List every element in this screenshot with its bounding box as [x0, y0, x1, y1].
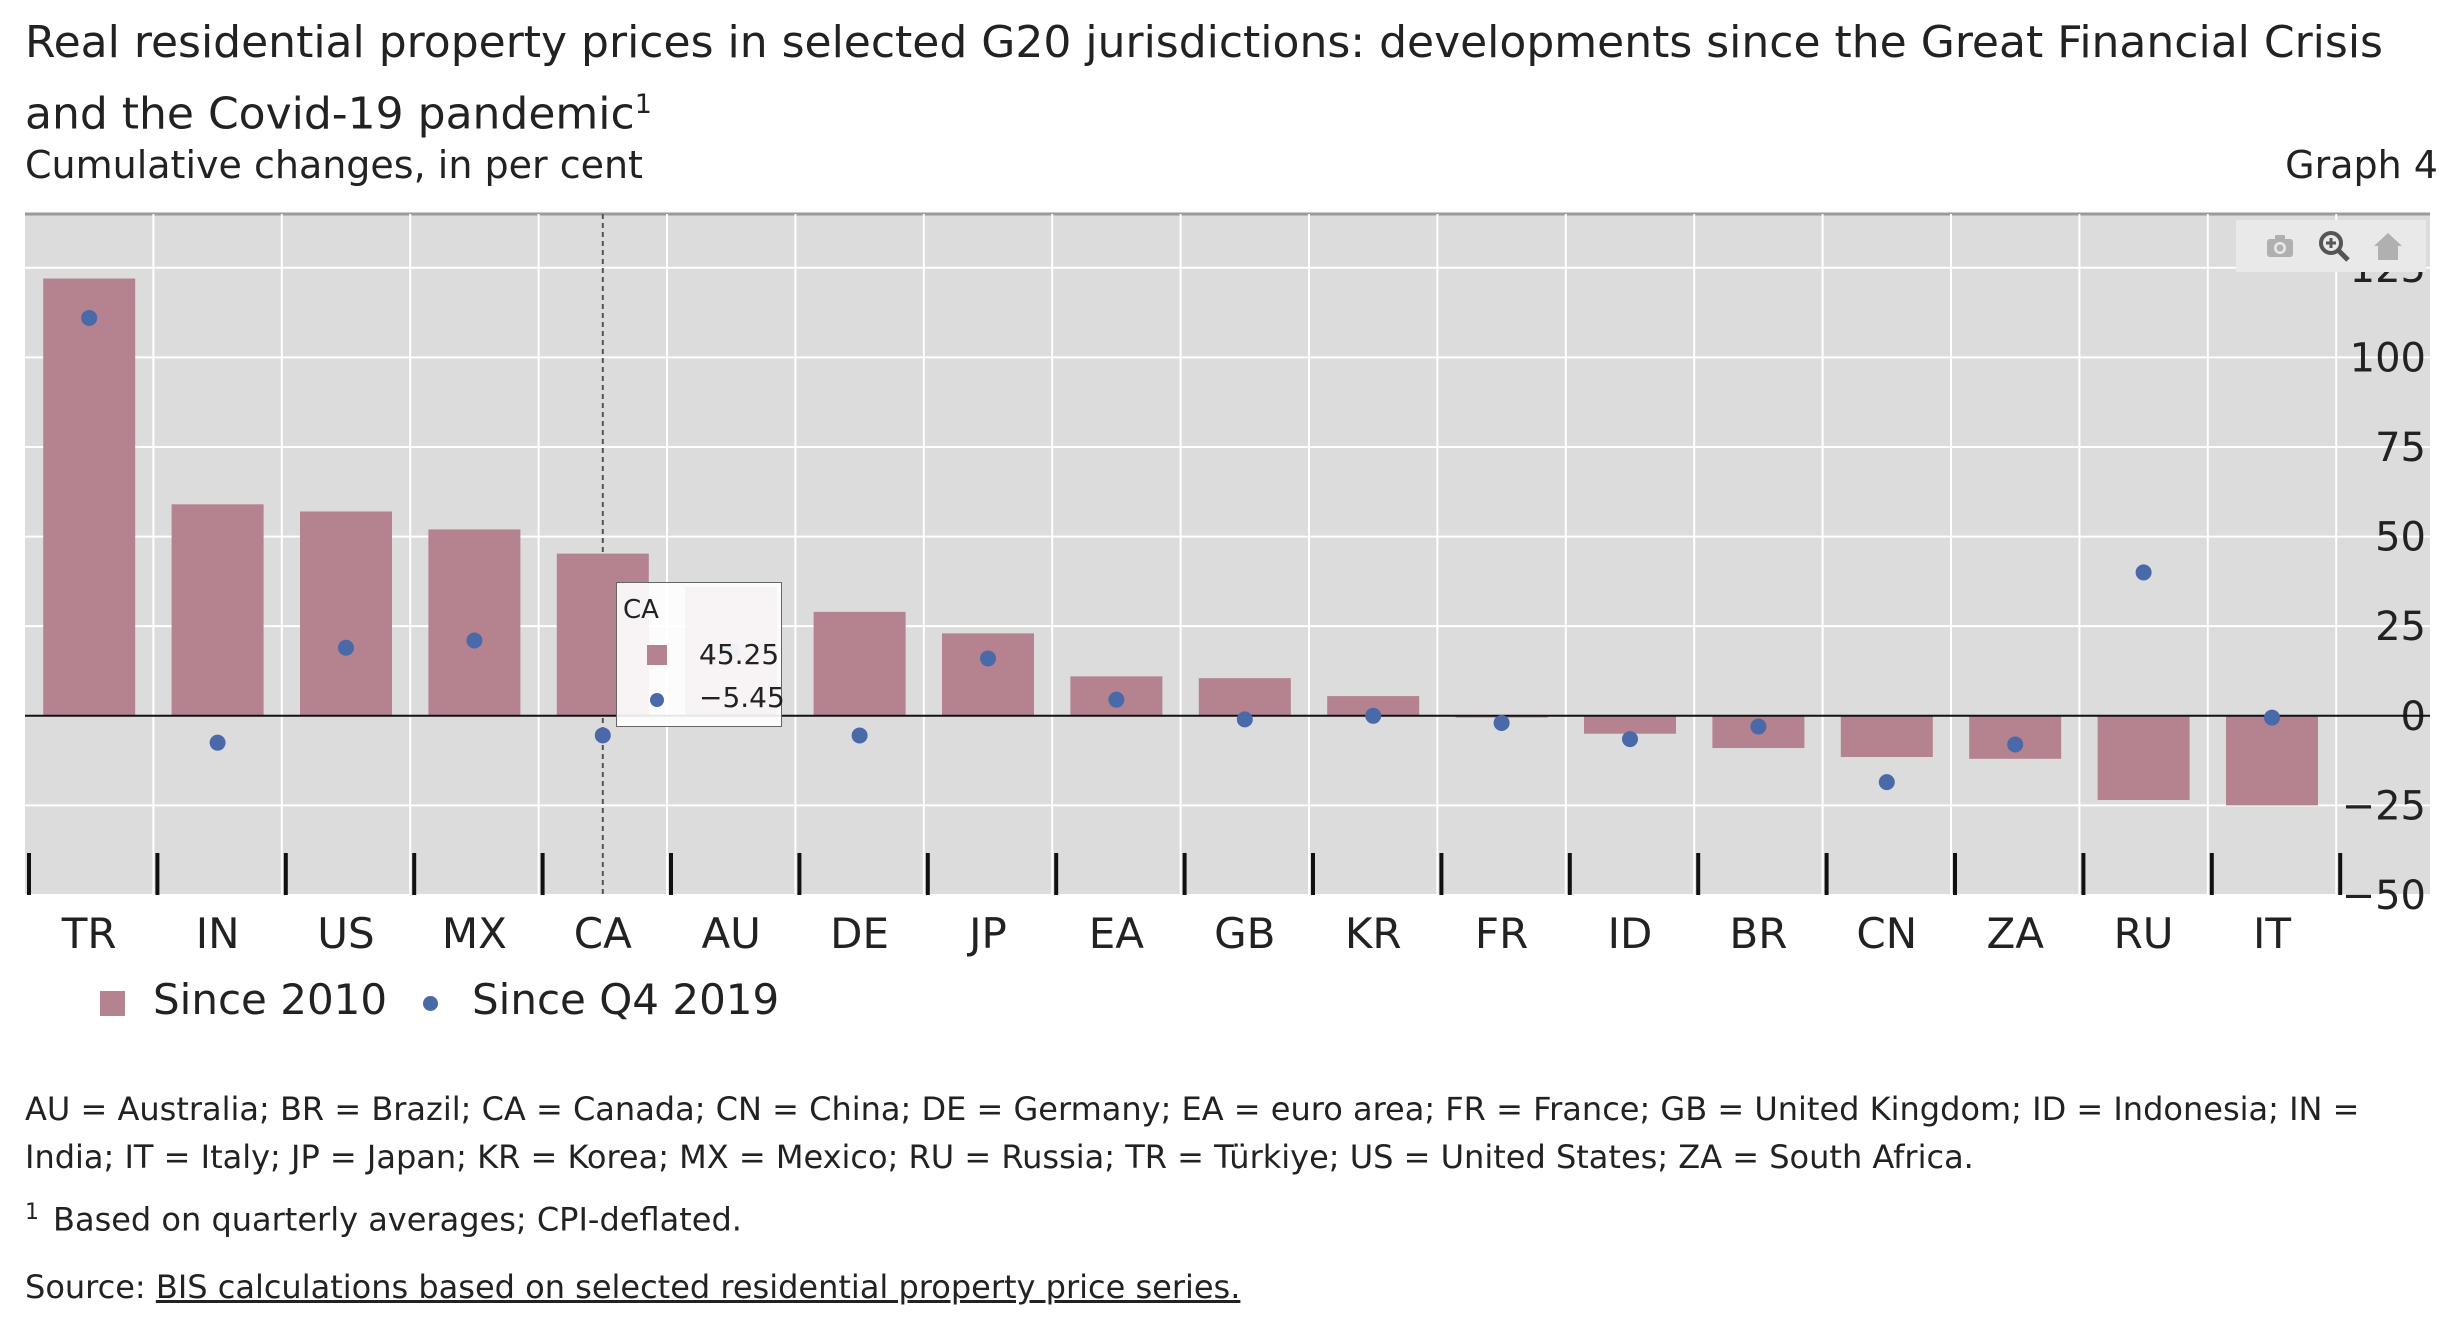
dot-in [209, 734, 226, 751]
dot-ru [2135, 564, 2152, 581]
chart-title: Real residential property prices in sele… [25, 17, 2383, 140]
x-tick-label: TR [61, 909, 117, 958]
dot-cn [1878, 774, 1895, 791]
bar-cn [1840, 715, 1933, 758]
dot-us [338, 639, 354, 656]
bar-gb [1198, 678, 1291, 716]
tooltip-bar-value: 45.25 [699, 638, 780, 671]
x-tick-label: MX [442, 909, 507, 958]
plot-area [25, 214, 2430, 895]
dot-id [1622, 731, 1638, 748]
dot-tr [81, 309, 98, 326]
abbreviations-note: AU = Australia; BR = Brazil; CA = Canada… [25, 1090, 2360, 1176]
dot-fr [1493, 714, 1510, 731]
home-icon[interactable] [2370, 228, 2406, 264]
bar-tr [43, 278, 136, 716]
dot-za [2007, 736, 2024, 753]
x-tick-label: ID [1608, 909, 1653, 958]
camera-icon[interactable] [2262, 228, 2298, 264]
x-tick-label: RU [2114, 909, 2174, 958]
bar-jp [942, 633, 1034, 716]
chart-tooltip: CA 45.25 −5.45 [616, 582, 785, 727]
dot-jp [980, 650, 996, 667]
x-tick-label: CA [574, 909, 632, 958]
x-tick-label: US [317, 909, 374, 958]
x-tick-label: DE [830, 909, 889, 958]
x-tick-label: FR [1475, 909, 1528, 958]
bar-de [813, 611, 906, 716]
source-line: Source: BIS calculations based on select… [25, 1268, 1241, 1306]
x-tick-label: EA [1089, 909, 1145, 958]
y-tick-label: 75 [2375, 425, 2426, 471]
graph-number: Graph 4 [2285, 143, 2438, 187]
zoom-icon[interactable] [2316, 228, 2352, 264]
chart: 1251007550250−25−50TRINUSMXCAAUDEJPEAGBK… [25, 212, 2430, 958]
y-tick-label: −50 [2342, 873, 2426, 919]
tooltip-dot-swatch [650, 693, 664, 707]
tooltip-category: CA [623, 595, 659, 625]
y-tick-label: 25 [2375, 604, 2426, 650]
source-link[interactable]: BIS calculations based on selected resid… [155, 1268, 1241, 1306]
dot-mx [466, 632, 483, 649]
x-tick-label: JP [966, 909, 1007, 958]
x-tick-label: IT [2253, 909, 2291, 958]
dot-ea [1108, 691, 1125, 708]
legend-label: Since Q4 2019 [472, 975, 780, 1024]
bar-in [171, 504, 264, 716]
bar-id [1584, 715, 1676, 734]
chart-toolbar [2236, 220, 2426, 272]
y-tick-label: 50 [2375, 515, 2426, 561]
dot-kr [1365, 707, 1382, 724]
bar-it [2226, 715, 2318, 806]
dot-it [2264, 709, 2280, 726]
legend-dot-swatch [423, 996, 438, 1011]
y-tick-label: −25 [2342, 783, 2426, 829]
bar-mx [428, 529, 521, 716]
bar-kr [1327, 696, 1420, 716]
legend-label: Since 2010 [153, 975, 388, 1024]
footnote: 1 Based on quarterly averages; CPI-deflat… [25, 1200, 742, 1239]
dot-ca [594, 727, 611, 744]
x-tick-label: IN [196, 909, 240, 958]
dot-de [851, 727, 868, 744]
tooltip-bar-swatch [647, 645, 667, 665]
dot-gb [1236, 711, 1253, 728]
x-tick-label: CN [1856, 909, 1917, 958]
x-tick-label: AU [701, 909, 760, 958]
x-tick-label: BR [1729, 909, 1787, 958]
tooltip-dot-value: −5.45 [699, 681, 785, 714]
dot-br [1750, 718, 1767, 735]
x-tick-label: KR [1345, 909, 1402, 958]
y-tick-label: 100 [2350, 335, 2426, 381]
x-tick-label: GB [1214, 909, 1275, 958]
chart-subtitle: Cumulative changes, in per cent [25, 143, 643, 187]
x-tick-label: ZA [1986, 909, 2044, 958]
legend-bar-swatch [100, 991, 125, 1016]
bar-us [300, 511, 392, 716]
bar-ru [2097, 715, 2190, 801]
